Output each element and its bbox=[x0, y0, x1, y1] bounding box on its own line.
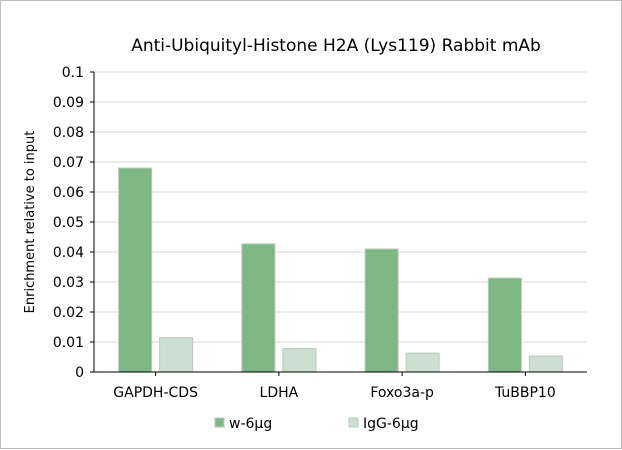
y-tick-label: 0.01 bbox=[53, 335, 84, 351]
legend-label: w-6μg bbox=[229, 416, 272, 432]
x-tick-label: GAPDH-CDS bbox=[113, 385, 198, 401]
bar-igg6g-foxo3a-p bbox=[405, 352, 440, 373]
x-tick-label: LDHA bbox=[260, 385, 299, 401]
legend-swatch bbox=[348, 417, 359, 428]
y-tick-label: 0.03 bbox=[53, 275, 84, 291]
chart-title: Anti-Ubiquityl-Histone H2A (Lys119) Rabb… bbox=[131, 36, 541, 56]
y-tick-label: 0.07 bbox=[53, 155, 84, 171]
y-tick-label: 0 bbox=[75, 365, 84, 381]
y-tick-label: 0.02 bbox=[53, 305, 84, 321]
bar-w6g-ldha bbox=[241, 243, 276, 373]
y-tick-label: 0.1 bbox=[62, 65, 84, 81]
x-tick-label: TuBBP10 bbox=[494, 385, 556, 401]
legend-label: IgG-6μg bbox=[363, 416, 419, 432]
y-tick-label: 0.05 bbox=[53, 215, 84, 231]
bar-igg6g-gapdh-cds bbox=[159, 337, 194, 373]
y-tick-label: 0.06 bbox=[53, 185, 84, 201]
x-tick-label: Foxo3a-p bbox=[370, 385, 434, 401]
legend-swatch bbox=[214, 417, 225, 428]
y-tick-label: 0.09 bbox=[53, 95, 84, 111]
bar-igg6g-ldha bbox=[282, 348, 317, 373]
bar-w6g-foxo3a-p bbox=[364, 248, 399, 373]
bar-w6g-tubbp10 bbox=[487, 277, 522, 373]
y-axis-label: Enrichment relative to input bbox=[23, 131, 38, 314]
bar-igg6g-tubbp10 bbox=[528, 355, 563, 373]
bar-w6g-gapdh-cds bbox=[118, 167, 153, 373]
y-tick-label: 0.04 bbox=[53, 245, 84, 261]
y-tick-label: 0.08 bbox=[53, 125, 84, 141]
